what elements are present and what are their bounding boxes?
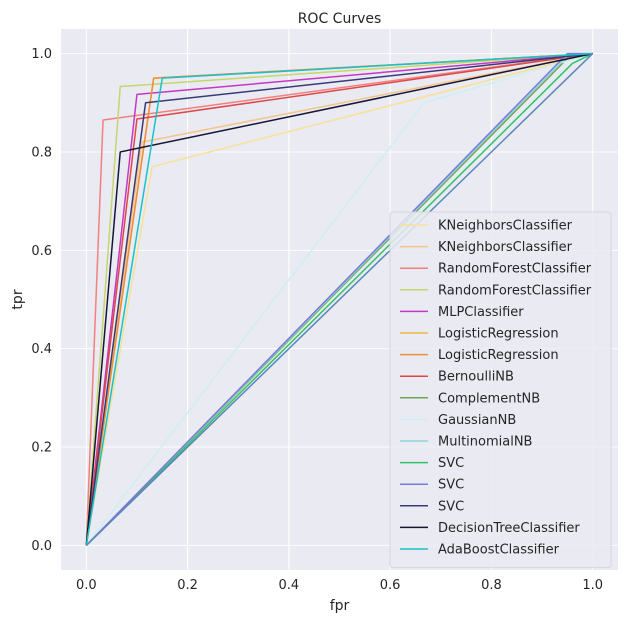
series-line-12 xyxy=(85,52,594,546)
series-line-16 xyxy=(85,52,593,546)
x-tick-label: 1.0 xyxy=(582,578,603,593)
legend-entry: AdaBoostClassifier xyxy=(438,543,560,558)
legend-entry: MLPClassifier xyxy=(438,305,524,320)
y-axis-label: tpr xyxy=(10,289,26,309)
legend-entry: LogisticRegression xyxy=(438,348,559,363)
y-tick-label: 0.8 xyxy=(31,145,52,160)
y-tick-label: 1.0 xyxy=(31,47,52,62)
legend-entry: KNeighborsClassifier xyxy=(438,240,573,255)
x-axis-label: fpr xyxy=(330,598,350,614)
legend-entry: RandomForestClassifier xyxy=(438,262,592,277)
legend-entry: SVC xyxy=(438,478,464,493)
series-line-4 xyxy=(85,52,593,546)
legend-entry: RandomForestClassifier xyxy=(438,283,592,298)
series-line-3 xyxy=(85,52,593,546)
x-tick-label: 0.6 xyxy=(380,578,401,593)
y-tick-label: 0.0 xyxy=(31,539,52,554)
chart-title: ROC Curves xyxy=(298,11,382,27)
series-group xyxy=(85,52,594,546)
legend: KNeighborsClassifier KNeighborsClassifier… xyxy=(389,211,612,569)
x-tick-label: 0.8 xyxy=(481,578,502,593)
series-line-1 xyxy=(85,52,593,546)
series-line-8 xyxy=(85,52,593,546)
legend-entry: ComplementNB xyxy=(438,391,540,406)
legend-entry: LogisticRegression xyxy=(438,327,559,342)
series-line-5 xyxy=(85,52,593,546)
x-tick-label: 0.2 xyxy=(177,578,198,593)
legend-entry: SVC xyxy=(438,499,464,514)
legend-entry: BernoulliNB xyxy=(438,370,514,385)
series-line-15 xyxy=(85,52,593,546)
legend-entry: KNeighborsClassifier xyxy=(438,219,573,234)
y-tick-label: 0.2 xyxy=(31,441,52,456)
series-line-14 xyxy=(85,52,593,546)
series-line-10 xyxy=(85,52,593,546)
diagonal-reference-line xyxy=(85,53,594,546)
legend-entry: GaussianNB xyxy=(438,413,516,428)
legend-entry: MultinomialNB xyxy=(438,435,532,450)
tick-labels: 0.0 0.2 0.4 0.6 0.8 1.0 0.0 0.2 0.4 0.6 0.8 1.0 xyxy=(31,47,603,593)
y-tick-label: 0.6 xyxy=(31,244,52,259)
legend-entry: SVC xyxy=(438,456,464,471)
x-tick-label: 0.4 xyxy=(279,578,300,593)
legend-entry: DecisionTreeClassifier xyxy=(438,521,580,536)
legend-box xyxy=(389,211,612,569)
y-tick-label: 0.4 xyxy=(31,342,52,357)
x-tick-label: 0.0 xyxy=(76,578,97,593)
